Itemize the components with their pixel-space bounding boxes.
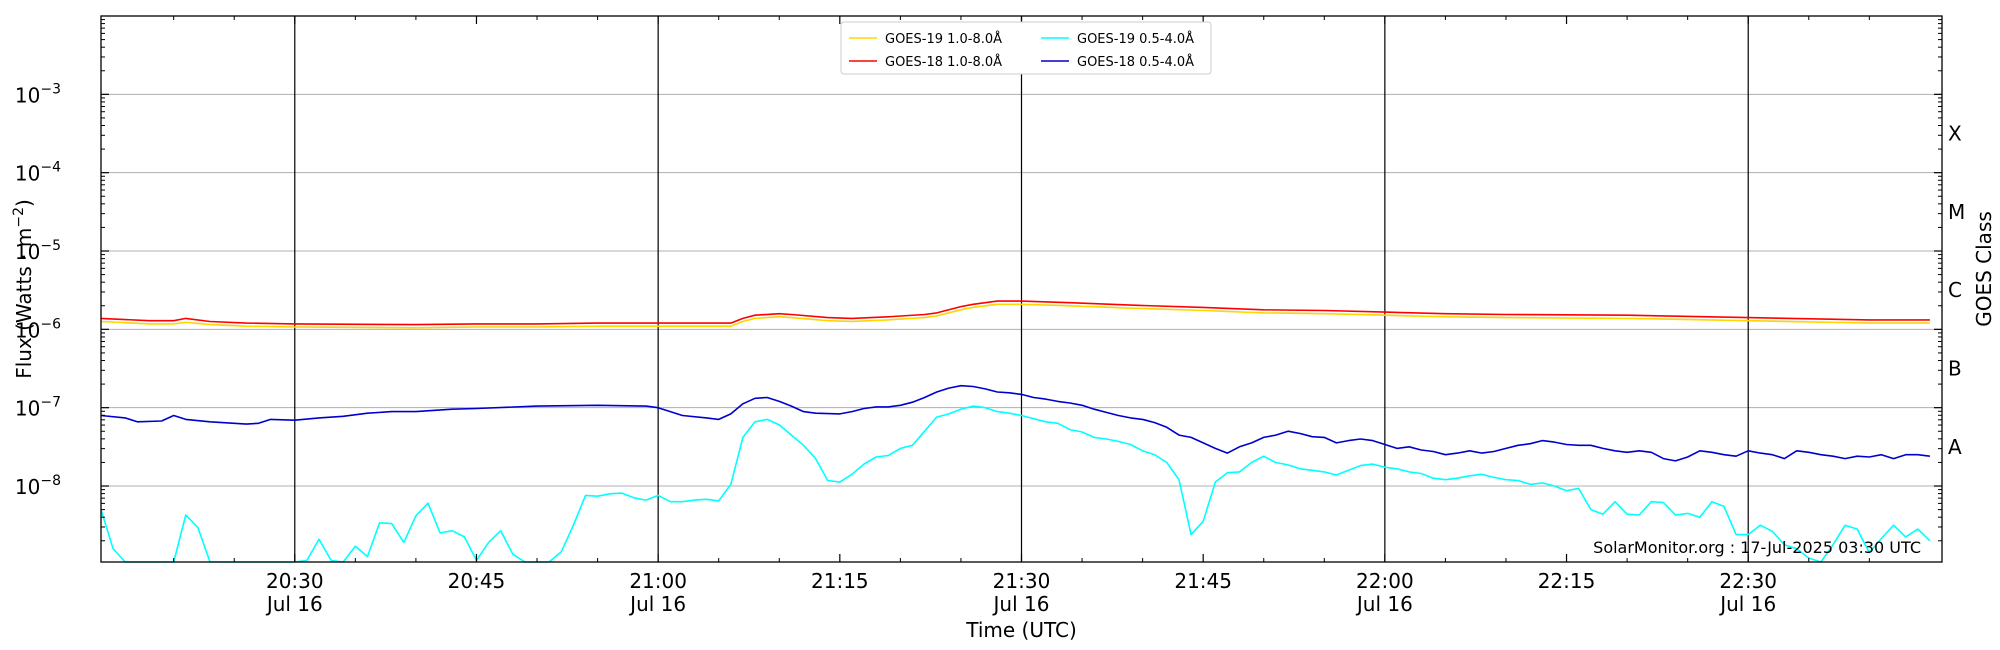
goes-class-label: M [1948,200,1965,224]
x-tick-date-label: Jul 16 [628,592,686,616]
ticks [101,16,1942,562]
y-tick-label: 10−8 [15,473,61,499]
y-tick-label: 10−3 [15,81,61,107]
y-axis-label: Flux (Watts · m−2) [11,199,36,379]
goes-class-label: B [1948,357,1962,381]
x-tick-label: 20:45 [448,569,506,593]
x-tick-label: 22:15 [1538,569,1596,593]
grid [101,16,1942,562]
y-tick-label: 10−7 [15,395,61,421]
credit-text: SolarMonitor.org : 17-Jul-2025 03:30 UTC [1593,538,1921,557]
x-tick-date-label: Jul 16 [265,592,323,616]
goes-class-label: A [1948,435,1962,459]
legend-label: GOES-18 0.5-4.0Å [1077,54,1194,70]
x-tick-label: 21:30 [993,569,1051,593]
x-tick-date-label: Jul 16 [1718,592,1776,616]
x-tick-label: 21:45 [1174,569,1232,593]
series-line-goes-19-0-5-4-0 [100,405,1931,563]
legend: GOES-19 1.0-8.0Å GOES-18 1.0-8.0Å GOES-19 … [840,21,1212,75]
x-tick-date-label: Jul 16 [1355,592,1413,616]
goes-class-label: X [1948,122,1962,146]
series-line-goes-19-1-0-8-0 [100,303,1930,329]
goes-class-label: C [1948,278,1962,302]
x-axis-label: Time (UTC) [965,618,1077,642]
x-tick-date-label: Jul 16 [992,592,1050,616]
legend-box [840,21,1212,75]
series-layer [100,300,1931,563]
x-tick-label: 20:30 [266,569,324,593]
legend-label: GOES-18 1.0-8.0Å [885,54,1002,70]
x-tick-label: 21:00 [629,569,687,593]
legend-label: GOES-19 1.0-8.0Å [885,31,1002,47]
series-line-goes-18-0-5-4-0 [100,384,1930,462]
x-tick-label: 21:15 [811,569,869,593]
legend-label: GOES-19 0.5-4.0Å [1077,31,1194,47]
right-axis-label: GOES Class [1972,211,1996,327]
x-tick-label: 22:30 [1719,569,1777,593]
x-tick-label: 22:00 [1356,569,1414,593]
y-tick-label: 10−4 [15,160,61,186]
series-line-goes-18-1-0-8-0 [100,300,1930,326]
